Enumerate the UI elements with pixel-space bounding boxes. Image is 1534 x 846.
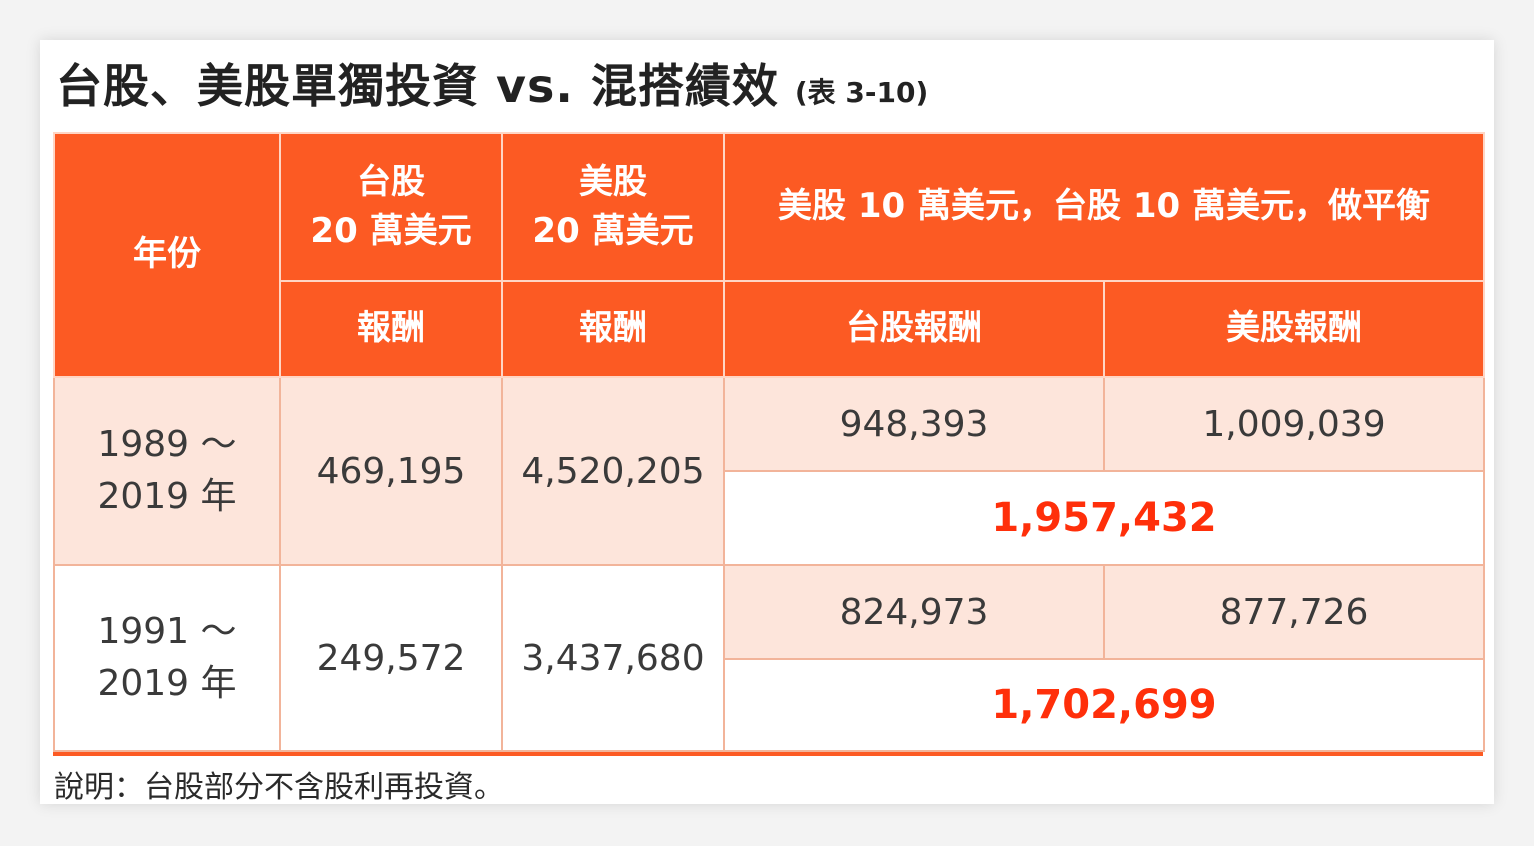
table-card: 台股、美股單獨投資 vs. 混搭績效 (表 3-10) 年份 台股 20 萬美元… [40, 40, 1494, 805]
header-tw-line2: 20 萬美元 [310, 211, 472, 251]
header-mix: 美股 10 萬美元，台股 10 萬美元，做平衡 [722, 132, 1486, 282]
year-cell: 1991 ～ 2019 年 [53, 564, 281, 752]
table-reference: (表 3-10) [794, 76, 929, 109]
performance-table: 年份 台股 20 萬美元 美股 20 萬美元 美股 10 萬美元，台股 10 萬… [53, 132, 1486, 752]
table-row-total: 1,702,699 [54, 658, 1486, 752]
us-only-return: 4,520,205 [501, 376, 725, 566]
mix-tw-return: 948,393 [723, 376, 1105, 472]
tw-only-return: 469,195 [279, 376, 503, 566]
table-row: 1989 ～ 2019 年 469,195 4,520,205 948,393 … [53, 376, 1486, 566]
header-us-line2: 20 萬美元 [532, 211, 694, 251]
table-row-total: 1,957,432 [54, 470, 1486, 566]
mix-us-return: 877,726 [1102, 564, 1486, 660]
mix-total-return: 1,957,432 [722, 470, 1486, 566]
header-us-line1: 美股 [579, 161, 647, 202]
header-tw-line1: 台股 [357, 161, 425, 202]
page-title: 台股、美股單獨投資 vs. 混搭績效 (表 3-10) [56, 50, 928, 126]
header-tw-only: 台股 20 萬美元 [279, 132, 503, 282]
header-year: 年份 [53, 132, 281, 378]
mix-us-return: 1,009,039 [1102, 376, 1486, 472]
title-main: 台股、美股單獨投資 vs. 混搭績效 [56, 59, 779, 113]
header-us-return: 報酬 [501, 280, 725, 378]
header-us-only: 美股 20 萬美元 [501, 132, 725, 282]
mix-tw-return: 824,973 [723, 564, 1105, 660]
us-only-return: 3,437,680 [501, 564, 725, 752]
header-mix-us-return: 美股報酬 [1102, 280, 1486, 378]
mix-total-return: 1,702,699 [722, 658, 1486, 752]
year-cell: 1989 ～ 2019 年 [53, 376, 281, 566]
table-row: 1991 ～ 2019 年 249,572 3,437,680 824,973 … [53, 564, 1486, 752]
header-tw-return: 報酬 [279, 280, 503, 378]
header-row-2: 報酬 報酬 台股報酬 美股報酬 [54, 280, 1486, 378]
bottom-divider [53, 752, 1483, 756]
tw-only-return: 249,572 [279, 564, 503, 752]
header-mix-tw-return: 台股報酬 [723, 280, 1105, 378]
footnote: 說明：台股部分不含股利再投資。 [54, 770, 504, 805]
header-row-1: 年份 台股 20 萬美元 美股 20 萬美元 美股 10 萬美元，台股 10 萬… [53, 132, 1486, 378]
